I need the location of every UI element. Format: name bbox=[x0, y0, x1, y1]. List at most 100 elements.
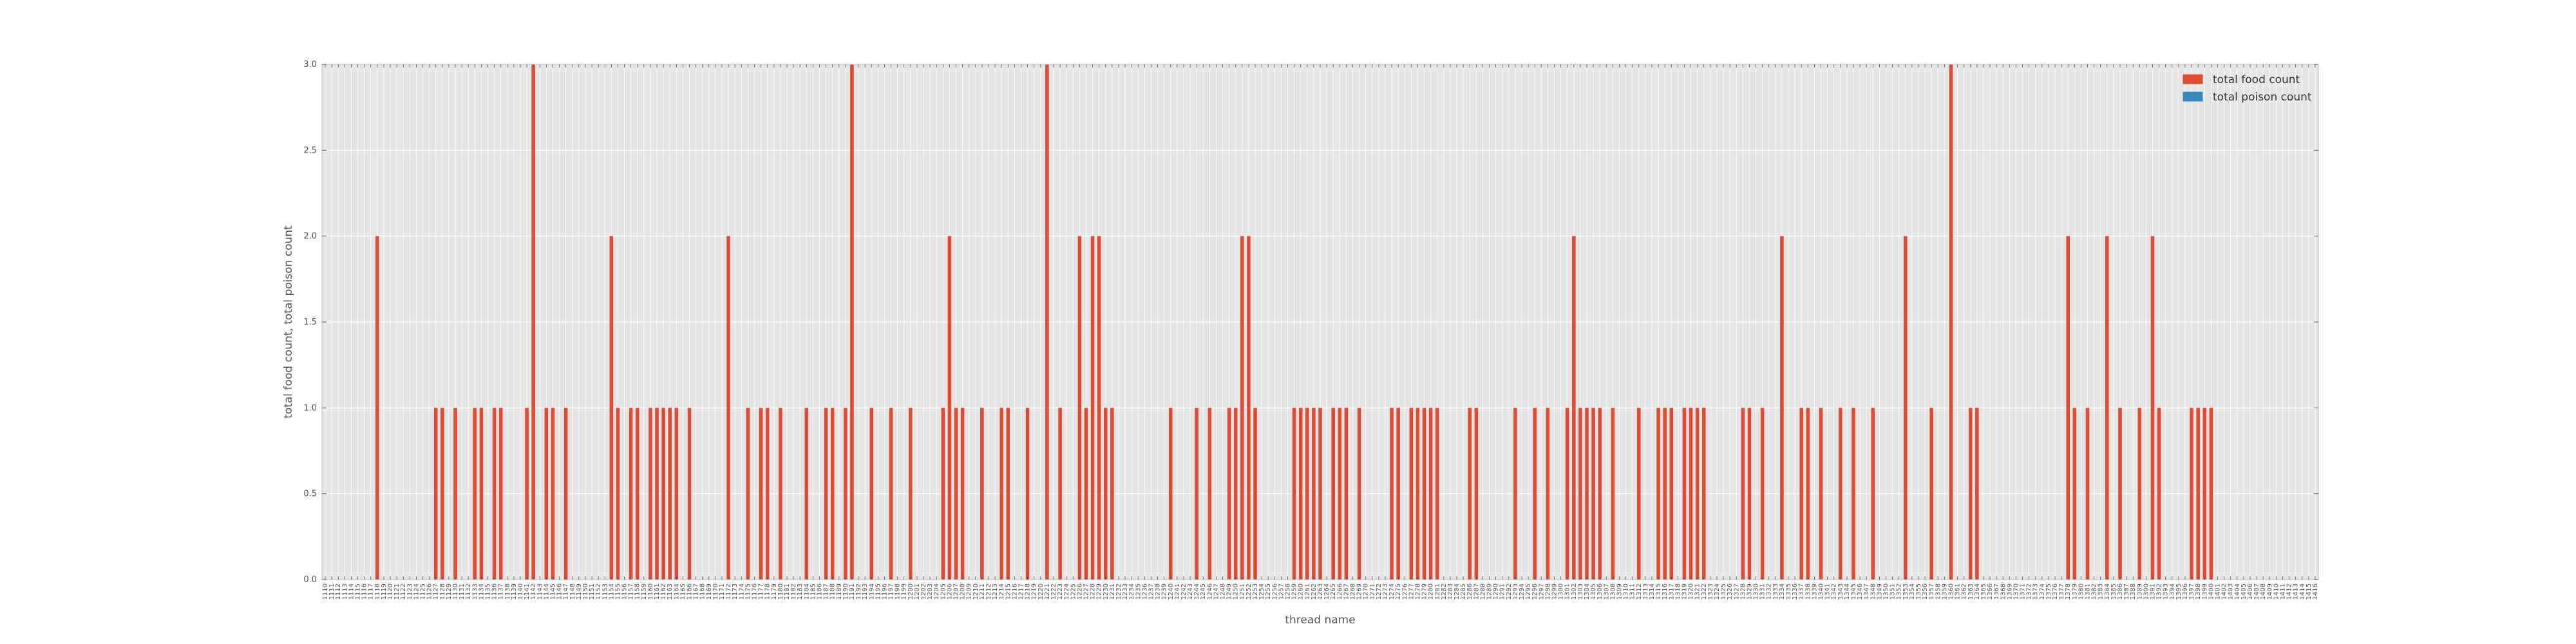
x-tick-label: 1132 bbox=[465, 583, 472, 600]
x-tick-label: 1401 bbox=[2214, 583, 2221, 600]
x-tick-label: 1182 bbox=[790, 583, 797, 600]
x-tick-label: 1121 bbox=[393, 583, 401, 600]
food-count-bar bbox=[1799, 408, 1804, 580]
food-count-bar bbox=[1025, 408, 1030, 580]
x-tick-label: 1187 bbox=[823, 583, 830, 600]
x-tick-label: 1299 bbox=[1551, 583, 1558, 600]
x-tick-label: 1391 bbox=[2150, 583, 2157, 600]
food-count-bar bbox=[1663, 408, 1667, 580]
food-count-bar bbox=[1233, 408, 1238, 580]
x-tick-label: 1266 bbox=[1336, 583, 1343, 600]
x-tick-label: 1372 bbox=[2026, 583, 2033, 600]
x-tick-label: 1323 bbox=[1707, 583, 1714, 600]
food-count-bar bbox=[1806, 408, 1810, 580]
x-tick-label: 1302 bbox=[1571, 583, 1578, 600]
food-count-bar bbox=[779, 408, 782, 580]
x-tick-label: 1354 bbox=[1909, 583, 1916, 600]
x-tick-label: 1126 bbox=[426, 583, 433, 600]
food-count-bar bbox=[609, 236, 614, 580]
food-count-bar bbox=[1871, 408, 1875, 580]
food-count-bar bbox=[1819, 408, 1823, 580]
food-count-bar bbox=[1904, 236, 1908, 580]
food-count-bar bbox=[1097, 236, 1101, 580]
x-tick-label: 1200 bbox=[907, 583, 914, 600]
x-tick-label: 1360 bbox=[1947, 583, 1955, 600]
food-count-bar bbox=[1533, 408, 1537, 580]
x-tick-label: 1254 bbox=[1258, 583, 1265, 600]
x-tick-label: 1189 bbox=[836, 583, 843, 600]
food-count-bar bbox=[635, 408, 639, 580]
x-tick-label: 1412 bbox=[2286, 583, 2293, 600]
food-count-bar bbox=[850, 64, 854, 580]
x-tick-label: 1327 bbox=[1733, 583, 1740, 600]
x-tick-label: 1231 bbox=[1109, 583, 1116, 600]
food-count-bar bbox=[1298, 408, 1303, 580]
food-count-bar bbox=[999, 408, 1003, 580]
food-count-bar bbox=[375, 236, 379, 580]
x-tick-label: 1358 bbox=[1935, 583, 1942, 600]
x-tick-label: 1272 bbox=[1376, 583, 1383, 600]
food-count-bar bbox=[1741, 408, 1745, 580]
x-tick-label: 1400 bbox=[2208, 583, 2215, 600]
x-tick-label: 1288 bbox=[1479, 583, 1486, 600]
x-tick-label: 1239 bbox=[1161, 583, 1168, 600]
x-tick-label: 1156 bbox=[621, 583, 629, 600]
x-tick-label: 1181 bbox=[784, 583, 791, 600]
x-tick-label: 1269 bbox=[1356, 583, 1363, 600]
x-tick-label: 1125 bbox=[420, 583, 427, 600]
x-tick-label: 1303 bbox=[1577, 583, 1584, 600]
food-count-bar bbox=[2157, 408, 2161, 580]
food-count-bar bbox=[1396, 408, 1400, 580]
legend-label-poison: total poison count bbox=[2213, 91, 2312, 104]
x-tick-label: 1405 bbox=[2240, 583, 2248, 600]
x-tick-label: 1291 bbox=[1499, 583, 1506, 600]
x-tick-label: 1336 bbox=[1792, 583, 1799, 600]
food-count-bar bbox=[1077, 236, 1082, 580]
x-tick-label: 1223 bbox=[1057, 583, 1064, 600]
food-count-bar bbox=[1168, 408, 1173, 580]
x-tick-label: 1237 bbox=[1148, 583, 1155, 600]
x-tick-label: 1374 bbox=[2039, 583, 2046, 600]
food-count-bar bbox=[824, 408, 828, 580]
x-tick-label: 1339 bbox=[1811, 583, 1818, 600]
x-tick-label: 1235 bbox=[1135, 583, 1142, 600]
x-tick-label: 1259 bbox=[1291, 583, 1298, 600]
food-count-bar bbox=[1929, 408, 1933, 580]
x-tick-label: 1146 bbox=[556, 583, 564, 600]
food-count-bar bbox=[440, 408, 444, 580]
x-tick-label: 1402 bbox=[2221, 583, 2228, 600]
x-tick-label: 1365 bbox=[1980, 583, 1987, 600]
x-tick-label: 1318 bbox=[1674, 583, 1681, 600]
food-count-bar bbox=[2105, 236, 2109, 580]
x-tick-label: 1241 bbox=[1174, 583, 1181, 600]
y-tick-label: 2.5 bbox=[303, 146, 317, 155]
x-tick-label: 1206 bbox=[946, 583, 953, 600]
food-count-bar bbox=[726, 236, 730, 580]
x-tick-label: 1409 bbox=[2266, 583, 2273, 600]
x-tick-label: 1373 bbox=[2032, 583, 2040, 600]
x-tick-label: 1267 bbox=[1343, 583, 1350, 600]
x-tick-label: 1370 bbox=[2012, 583, 2020, 600]
x-tick-label: 1325 bbox=[1720, 583, 1727, 600]
x-tick-label: 1276 bbox=[1401, 583, 1408, 600]
x-axis-title: thread name bbox=[1285, 614, 1355, 627]
x-tick-label: 1225 bbox=[1070, 583, 1077, 600]
food-count-bar bbox=[1689, 408, 1693, 580]
food-count-bar bbox=[804, 408, 809, 580]
x-tick-label: 1330 bbox=[1753, 583, 1760, 600]
x-tick-label: 1128 bbox=[439, 583, 446, 600]
x-tick-label: 1347 bbox=[1863, 583, 1870, 600]
x-tick-label: 1207 bbox=[953, 583, 960, 600]
x-tick-label: 1317 bbox=[1668, 583, 1675, 600]
food-count-bar bbox=[1422, 408, 1426, 580]
food-count-bar bbox=[2196, 408, 2200, 580]
x-tick-label: 1333 bbox=[1772, 583, 1779, 600]
food-count-bar bbox=[473, 408, 477, 580]
x-tick-label: 1366 bbox=[1987, 583, 1994, 600]
x-tick-label: 1150 bbox=[582, 583, 589, 600]
x-tick-label: 1313 bbox=[1642, 583, 1649, 600]
food-count-bar bbox=[1852, 408, 1855, 580]
x-tick-label: 1191 bbox=[849, 583, 856, 600]
food-count-bar bbox=[1695, 408, 1700, 580]
x-tick-label: 1319 bbox=[1681, 583, 1688, 600]
